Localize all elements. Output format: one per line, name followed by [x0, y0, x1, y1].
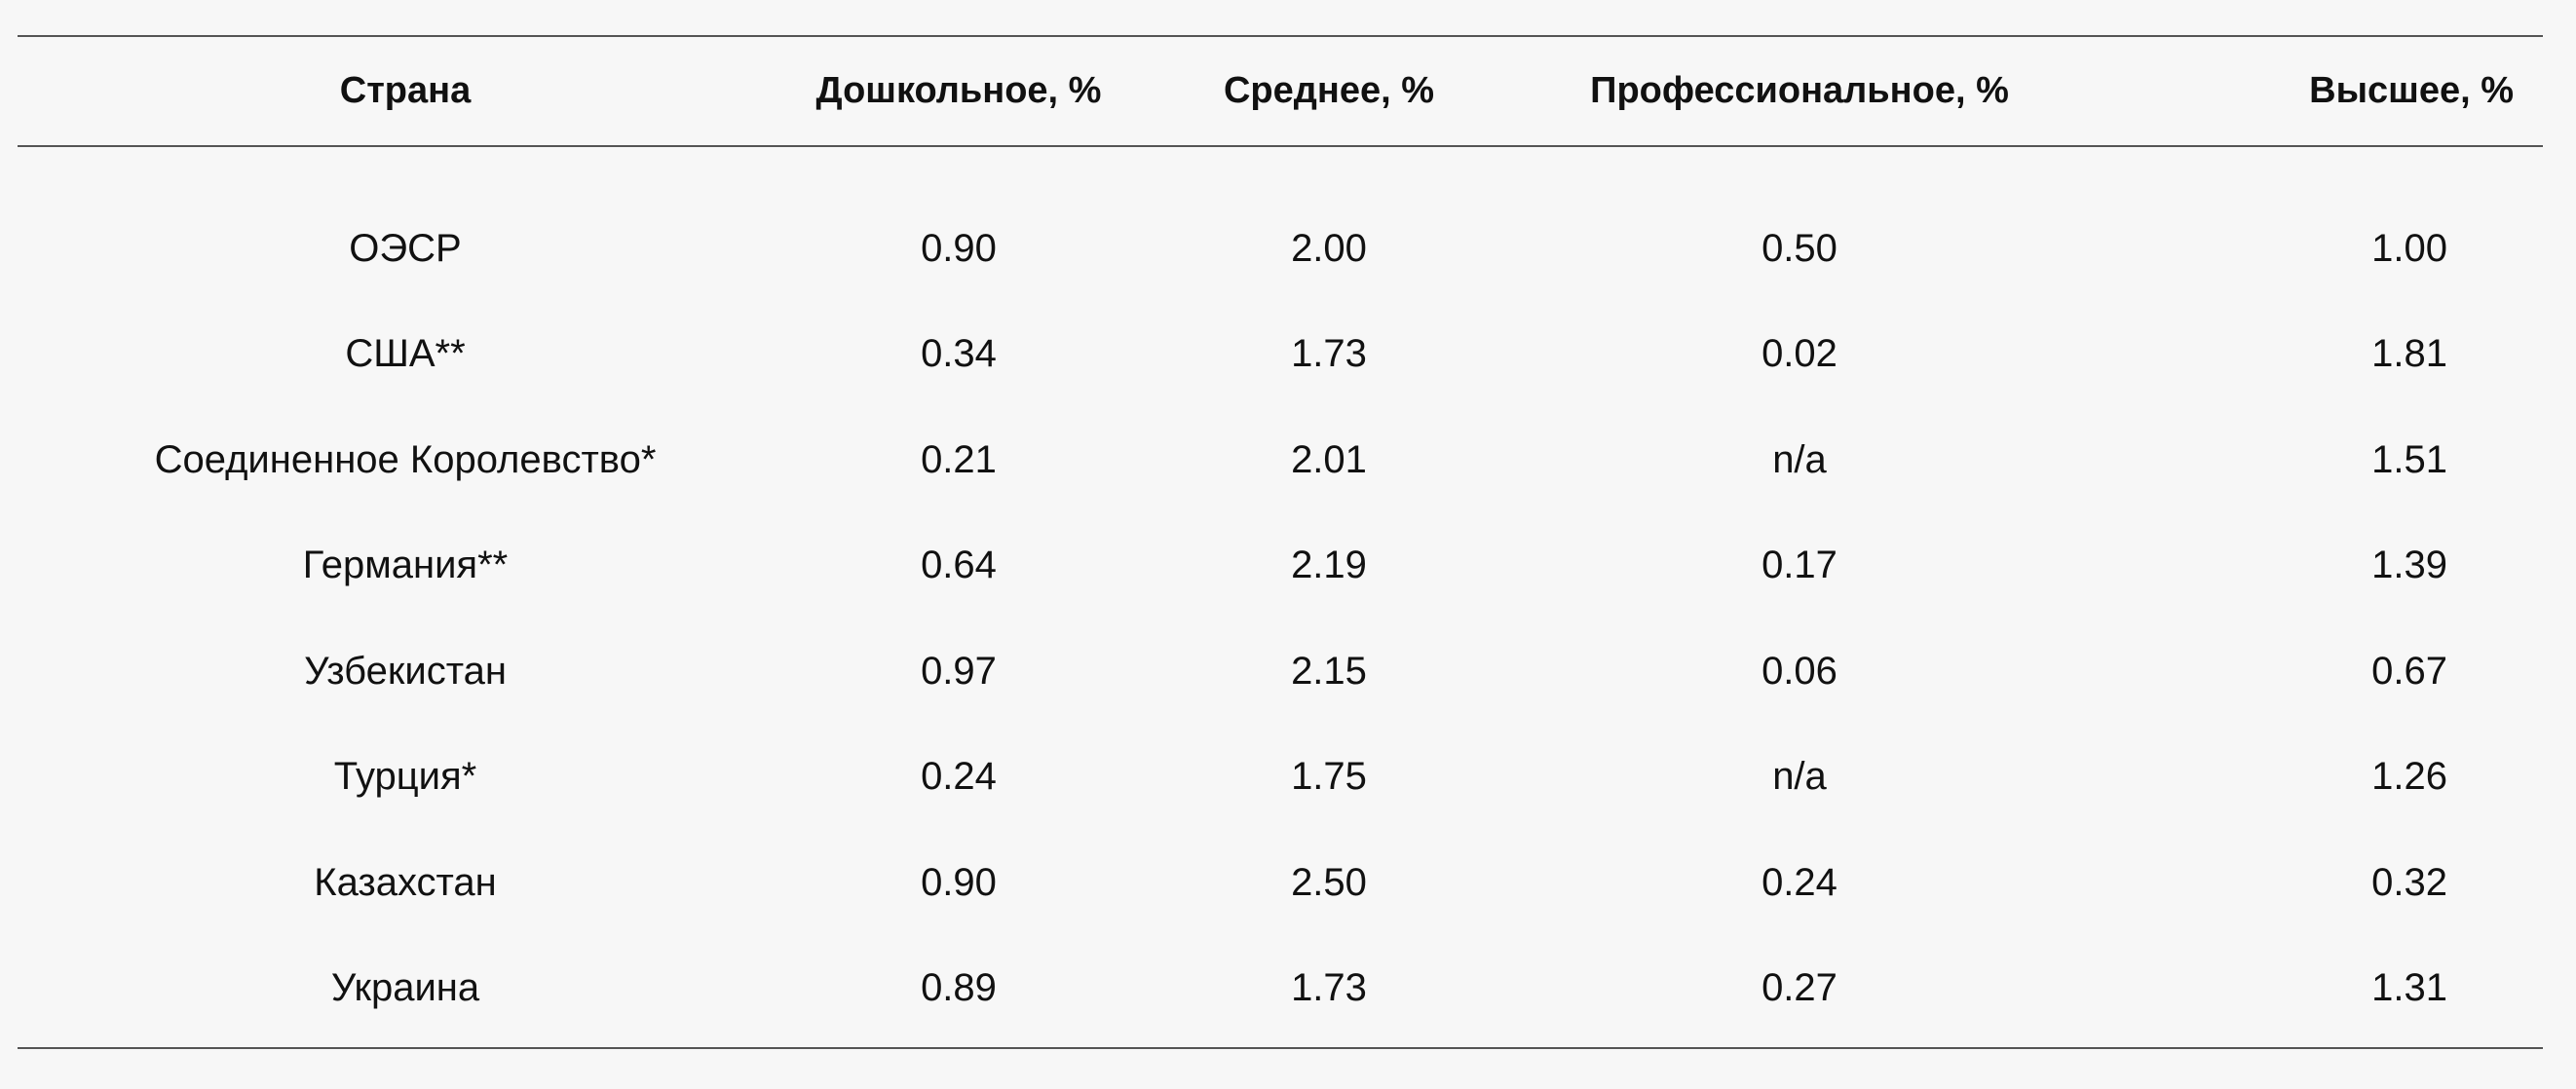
cell-country: США**	[345, 332, 466, 376]
cell-higher: 1.26	[2371, 755, 2447, 799]
cell-preschool: 0.64	[921, 544, 997, 587]
table-header: Страна Дошкольное, % Среднее, % Професси…	[18, 37, 2543, 145]
cell-secondary: 2.50	[1291, 860, 1367, 904]
column-header-preschool: Дошкольное, %	[815, 70, 1102, 111]
table-row: Турция* 0.24 1.75 n/a 1.26	[18, 725, 2543, 831]
cell-vocational: 0.24	[1762, 860, 1837, 904]
cell-country: Соединенное Королевство*	[154, 437, 657, 481]
cell-country: Турция*	[333, 755, 477, 799]
table-row: ОЭСР 0.90 2.00 0.50 1.00	[18, 145, 2543, 302]
cell-secondary: 2.15	[1291, 649, 1367, 693]
table-row: Германия** 0.64 2.19 0.17 1.39	[18, 513, 2543, 620]
table-header-rule	[18, 145, 2543, 147]
cell-preschool: 0.90	[921, 226, 997, 270]
column-header-higher: Высшее, %	[2309, 70, 2514, 111]
cell-secondary: 2.01	[1291, 437, 1367, 481]
cell-vocational: n/a	[1772, 755, 1827, 799]
cell-vocational: 0.27	[1762, 966, 1837, 1010]
cell-higher: 1.51	[2371, 437, 2447, 481]
table-bottom-rule	[18, 1047, 2543, 1049]
cell-preschool: 0.34	[921, 332, 997, 376]
cell-higher: 1.39	[2371, 544, 2447, 587]
cell-country: Украина	[330, 966, 480, 1010]
table-row: Казахстан 0.90 2.50 0.24 0.32	[18, 830, 2543, 936]
cell-secondary: 2.00	[1291, 226, 1367, 270]
table-body: ОЭСР 0.90 2.00 0.50 1.00 США** 0.34 1.73…	[18, 145, 2543, 1041]
table-row: Украина 0.89 1.73 0.27 1.31	[18, 936, 2543, 1042]
cell-preschool: 0.21	[921, 437, 997, 481]
cell-preschool: 0.24	[921, 755, 997, 799]
cell-secondary: 1.73	[1291, 332, 1367, 376]
education-spending-table: Страна Дошкольное, % Среднее, % Професси…	[18, 37, 2543, 1041]
cell-secondary: 1.73	[1291, 966, 1367, 1010]
cell-higher: 1.00	[2371, 226, 2447, 270]
cell-preschool: 0.90	[921, 860, 997, 904]
cell-vocational: 0.17	[1762, 544, 1837, 587]
cell-vocational: 0.06	[1762, 649, 1837, 693]
cell-country: Узбекистан	[304, 649, 507, 693]
cell-higher: 1.81	[2371, 332, 2447, 376]
table-row: США** 0.34 1.73 0.02 1.81	[18, 302, 2543, 408]
cell-vocational: 0.50	[1762, 226, 1837, 270]
cell-secondary: 2.19	[1291, 544, 1367, 587]
table-top-rule	[18, 35, 2543, 37]
header-row: Страна Дошкольное, % Среднее, % Професси…	[18, 37, 2543, 145]
cell-country: ОЭСР	[349, 226, 462, 270]
cell-country: Германия**	[302, 544, 509, 587]
cell-preschool: 0.97	[921, 649, 997, 693]
cell-vocational: n/a	[1772, 437, 1827, 481]
cell-secondary: 1.75	[1291, 755, 1367, 799]
cell-preschool: 0.89	[921, 966, 997, 1010]
cell-higher: 0.67	[2371, 649, 2447, 693]
column-header-vocational: Профессиональное, %	[1590, 70, 2009, 111]
table-row: Соединенное Королевство* 0.21 2.01 n/a 1…	[18, 407, 2543, 513]
cell-country: Казахстан	[314, 860, 497, 904]
cell-higher: 0.32	[2371, 860, 2447, 904]
column-header-country: Страна	[339, 70, 472, 111]
cell-vocational: 0.02	[1762, 332, 1837, 376]
column-header-secondary: Среднее, %	[1223, 70, 1435, 111]
table-row: Узбекистан 0.97 2.15 0.06 0.67	[18, 619, 2543, 725]
cell-higher: 1.31	[2371, 966, 2447, 1010]
